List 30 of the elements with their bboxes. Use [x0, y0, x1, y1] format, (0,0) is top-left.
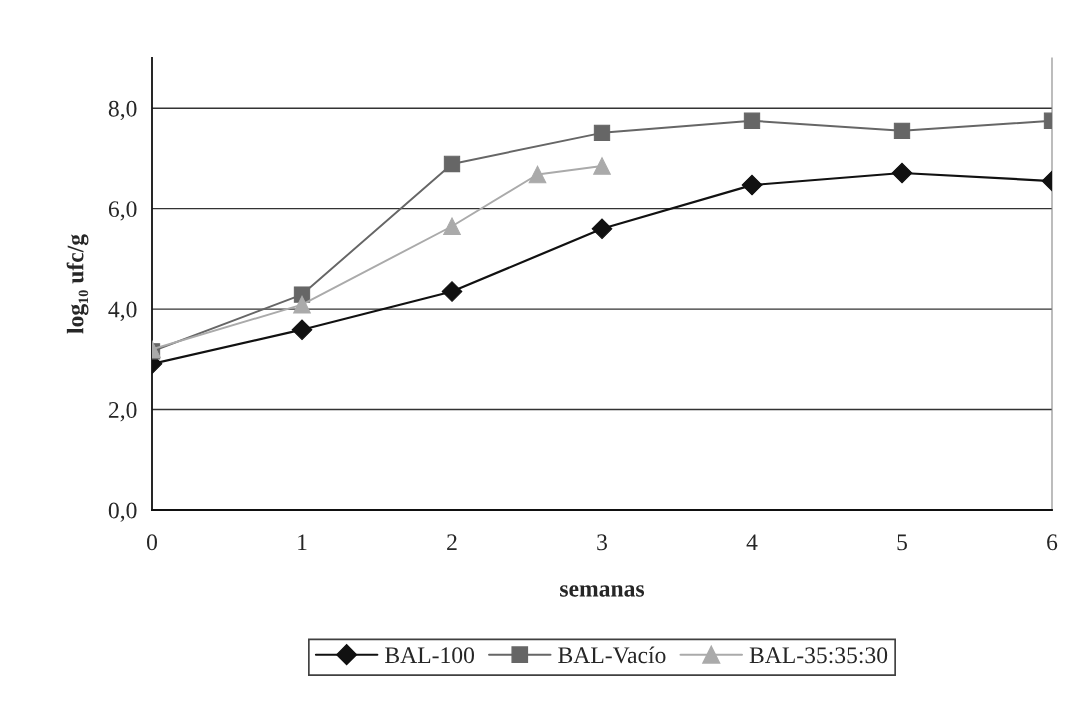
point: [741, 174, 763, 196]
x-tick-label: 1: [298, 534, 307, 550]
point: [593, 124, 611, 141]
point: [743, 112, 761, 129]
y-tick-label: 0,0: [108, 502, 137, 522]
point: [443, 155, 461, 173]
x-tick-label: 5: [897, 534, 907, 551]
y-axis-title: log₁₀ ufc/g: [66, 234, 89, 334]
y-tick-label: 4,0: [108, 301, 137, 321]
point: [291, 319, 313, 341]
legend-label: BAL-35:35:30: [749, 647, 888, 664]
legend-label: BAL-Vacío: [558, 646, 666, 664]
x-tick-label: 0: [147, 534, 157, 551]
x-tick-label: 3: [597, 534, 607, 551]
point: [593, 157, 611, 175]
point: [893, 122, 911, 139]
y-tick-label: 6,0: [108, 201, 137, 221]
x-tick-label: 2: [447, 534, 457, 550]
point: [891, 162, 913, 184]
point: [528, 165, 547, 184]
y-tick-label: 8,0: [108, 100, 137, 121]
point: [443, 217, 461, 236]
legend-label: BAL-100: [385, 647, 475, 664]
point: [293, 295, 311, 314]
x-tick-label: 6: [1047, 534, 1058, 551]
y-tick-label: 2,0: [108, 402, 137, 422]
x-tick-label: 4: [746, 534, 758, 550]
x-axis-title: semanas: [560, 585, 645, 597]
point: [591, 218, 613, 240]
point: [441, 281, 463, 302]
